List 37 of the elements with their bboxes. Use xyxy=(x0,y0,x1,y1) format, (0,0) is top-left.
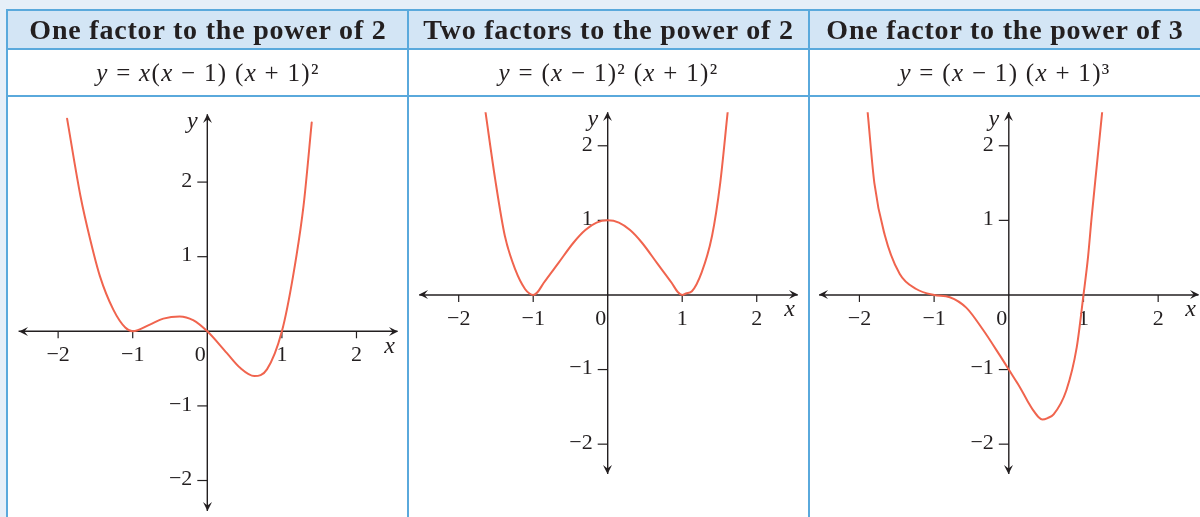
x-tick-label: 1 xyxy=(676,304,688,330)
x-tick-label: −2 xyxy=(446,304,471,330)
x-tick-label: 0 xyxy=(996,304,1008,330)
chart-title: Two factors to the power of 2 xyxy=(423,13,794,46)
y-tick-label: 2 xyxy=(581,130,593,156)
y-tick-label: 1 xyxy=(581,205,593,231)
chart-title: One factor to the power of 3 xyxy=(826,13,1184,46)
x-axis-title: x xyxy=(783,295,796,322)
x-tick-label: 0 xyxy=(194,341,206,367)
y-tick-label: 1 xyxy=(181,241,193,267)
x-tick-label: −2 xyxy=(847,304,872,330)
x-tick-label: −1 xyxy=(922,304,946,330)
y-tick-label: −1 xyxy=(168,390,193,416)
y-axis-title: y xyxy=(585,104,599,131)
x-tick-label: 0 xyxy=(595,304,607,330)
y-tick-label: −2 xyxy=(569,428,593,454)
x-tick-label: 1 xyxy=(276,341,288,367)
x-tick-label: −1 xyxy=(121,341,145,367)
y-tick-label: −2 xyxy=(168,465,193,491)
y-tick-label: −2 xyxy=(970,428,994,454)
x-tick-label: −1 xyxy=(521,304,545,330)
x-tick-label: −2 xyxy=(46,341,70,367)
y-axis-title: y xyxy=(184,106,198,133)
y-tick-label: 2 xyxy=(982,130,994,156)
x-tick-label: 2 xyxy=(350,341,362,367)
x-tick-label: 2 xyxy=(1152,304,1164,330)
line-series xyxy=(484,112,729,296)
x-tick-label: 2 xyxy=(751,304,763,330)
chart-subtitle: y = (x − 1)² (x + 1)² xyxy=(498,58,719,87)
chart-subtitle: y = x(x − 1) (x + 1)² xyxy=(96,58,320,87)
y-axis-title: y xyxy=(986,104,1000,131)
chart-title: One factor to the power of 2 xyxy=(29,13,387,46)
chart-subtitle: y = (x − 1) (x + 1)³ xyxy=(899,58,1111,87)
x-axis-title: x xyxy=(383,331,396,358)
x-axis-title: x xyxy=(1184,295,1197,322)
y-tick-label: 2 xyxy=(181,166,193,192)
y-tick-label: 1 xyxy=(982,205,994,231)
